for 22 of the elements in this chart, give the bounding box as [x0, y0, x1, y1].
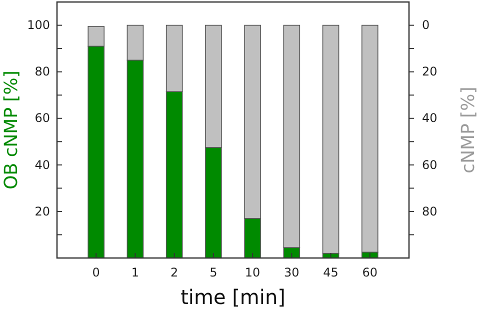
x-axis-title: time [min] — [180, 285, 286, 309]
x-tick-label: 60 — [362, 266, 378, 280]
x-tick-label: 5 — [210, 266, 218, 280]
x-tick-label: 2 — [170, 266, 178, 280]
x-tick-label: 1 — [131, 266, 140, 280]
y2-tick-label: 20 — [422, 64, 438, 79]
y2-axis-title: cNMP [%] — [458, 86, 479, 174]
y-tick-label: 20 — [34, 204, 50, 218]
x-tick-label: 0 — [92, 266, 100, 280]
y-tick-label: 60 — [34, 111, 50, 126]
x-tick-label: 30 — [284, 266, 300, 280]
x-tick-label: 45 — [323, 266, 338, 280]
y2-tick-label: 80 — [422, 204, 438, 218]
y2-tick-label: 0 — [422, 18, 430, 32]
y-axis-title: OB cNMP [%] — [1, 70, 22, 190]
y2-tick-label: 60 — [422, 158, 438, 172]
y-tick-label: 100 — [27, 18, 50, 32]
y-tick-label: 80 — [34, 64, 50, 79]
bar — [322, 24, 340, 254]
y-tick-label: 40 — [34, 158, 50, 172]
x-tick-label: 10 — [244, 266, 260, 280]
y2-tick-label: 40 — [422, 111, 438, 126]
